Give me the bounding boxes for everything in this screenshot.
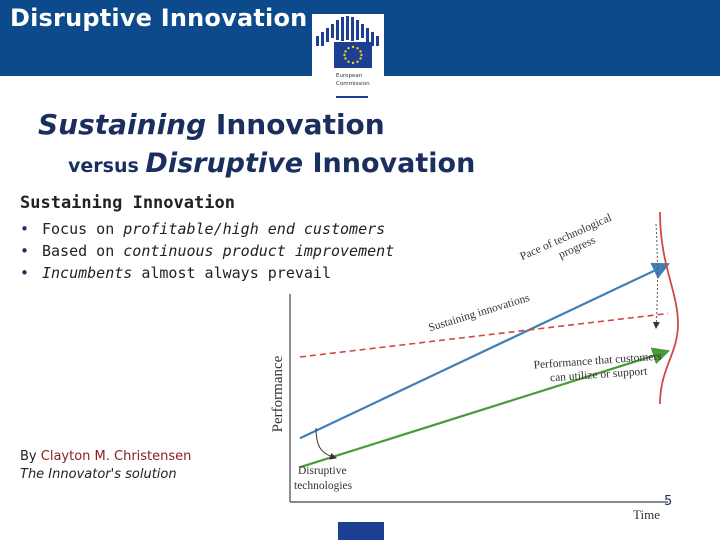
series-sustaining-line	[299, 262, 670, 440]
bullet-icon: •	[20, 220, 30, 238]
commission-building-icon	[316, 16, 379, 46]
y-axis-label: Performance	[270, 355, 286, 432]
headline-line-1: Sustaining Innovation	[38, 108, 385, 141]
sustaining-label: Sustaining innovations	[427, 292, 532, 334]
bullet-icon: •	[20, 242, 30, 260]
footer-bar	[338, 522, 384, 540]
european-commission-logo: European Commission	[312, 14, 384, 100]
disruptive-label-2: technologies	[294, 480, 353, 492]
series-customer-line	[299, 312, 669, 358]
disruptive-pointer	[315, 427, 337, 460]
logo-underline	[336, 96, 368, 98]
page-title: Disruptive Innovation	[10, 4, 308, 32]
innovation-chart: Performance Time Pace of technological p…	[270, 211, 679, 522]
page-number: 5	[664, 494, 673, 509]
series-layer	[299, 262, 671, 469]
bullet-icon: •	[20, 264, 30, 282]
x-axis-label: Time	[633, 507, 660, 522]
book-title: The Innovator's solution	[20, 467, 177, 482]
customer-distribution-curve	[659, 211, 679, 405]
credit-line: By Clayton M. Christensen	[20, 449, 192, 464]
disruptive-label-1: Disruptive	[298, 465, 347, 477]
credit-block: By Clayton M. Christensen The Innovator'…	[20, 448, 191, 484]
logo-text: European Commission	[336, 73, 370, 87]
author-name: Clayton M. Christensen	[40, 449, 192, 464]
section-title: Sustaining Innovation	[20, 193, 235, 213]
bullet-item: • Incumbents almost always prevail	[20, 264, 331, 282]
bullet-list: • Focus on profitable/high end customers …	[20, 218, 394, 284]
pace-arrow	[652, 223, 660, 329]
series-disruptive-line	[299, 347, 671, 469]
eu-flag-icon	[334, 42, 372, 68]
bullet-item: • Based on continuous product improvement	[20, 242, 395, 260]
headline-line-2: versus Disruptive Innovation	[68, 148, 476, 179]
bullet-item: • Focus on profitable/high end customers	[20, 220, 386, 238]
